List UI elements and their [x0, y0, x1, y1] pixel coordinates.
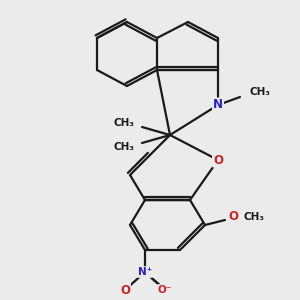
Text: CH₃: CH₃ — [243, 212, 264, 222]
Text: O⁻: O⁻ — [158, 285, 172, 295]
Text: O: O — [120, 284, 130, 296]
Text: CH₃: CH₃ — [113, 142, 134, 152]
Text: CH₃: CH₃ — [250, 87, 271, 97]
Text: N: N — [213, 98, 223, 112]
Text: O: O — [228, 211, 238, 224]
Text: CH₃: CH₃ — [113, 118, 134, 128]
Text: O: O — [213, 154, 223, 166]
Text: N⁺: N⁺ — [138, 267, 152, 277]
